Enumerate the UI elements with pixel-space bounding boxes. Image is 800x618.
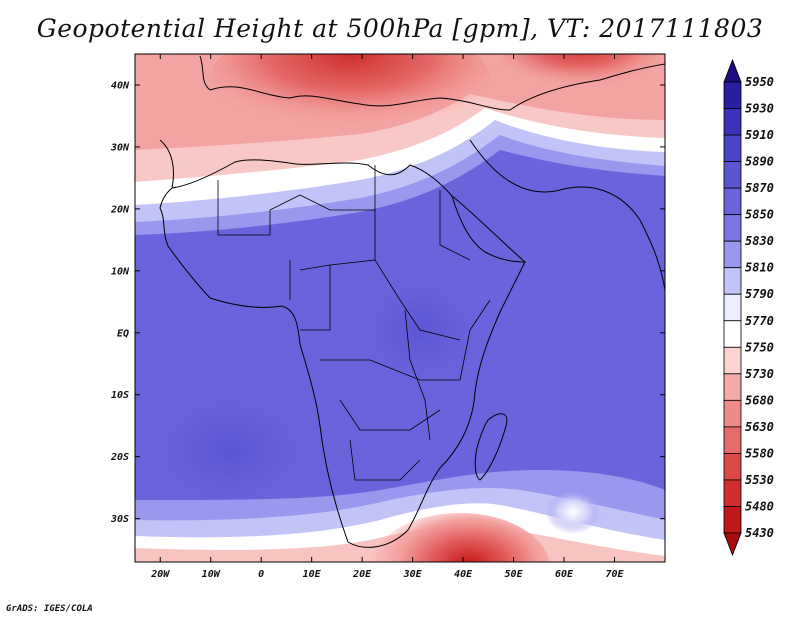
colorbar-level-label: 5580 bbox=[745, 446, 774, 460]
colorbar-level-label: 5790 bbox=[745, 287, 774, 301]
colorbar-level-label: 5930 bbox=[745, 102, 774, 116]
colorbar-swatch bbox=[723, 506, 742, 534]
colorbar-level-label: 5680 bbox=[745, 393, 774, 407]
lat-tick-label: 10N bbox=[111, 266, 130, 277]
lon-tick-label: 20W bbox=[150, 569, 170, 580]
plot-frame bbox=[134, 53, 666, 563]
lon-tick-label: 20E bbox=[352, 569, 372, 580]
colorbar-level-label: 5730 bbox=[745, 367, 774, 381]
colorbar-swatch bbox=[723, 187, 742, 216]
lat-tick-label: 40N bbox=[111, 80, 130, 91]
colorbar-swatch bbox=[723, 453, 742, 481]
lat-tick-label: 20N bbox=[110, 204, 130, 215]
colorbar-swatch bbox=[723, 267, 742, 295]
colorbar-bottom-arrow bbox=[723, 532, 742, 557]
coastline-layer bbox=[159, 55, 665, 548]
colorbar-swatch bbox=[723, 161, 742, 189]
colorbar-level-label: 5950 bbox=[745, 75, 774, 89]
lat-tick-label: 10S bbox=[111, 390, 129, 401]
lat-tick-label: 20S bbox=[110, 452, 129, 463]
colorbar-swatch bbox=[723, 293, 742, 322]
grads-credit: GrADS: IGES/COLA bbox=[6, 604, 93, 614]
colorbar-level-label: 5850 bbox=[745, 208, 774, 222]
colorbar-legend: 5950 5930 5910 5890 5870 5850 5830 5810 5790 5770… bbox=[723, 58, 774, 557]
contour-field bbox=[135, 54, 665, 562]
colorbar-swatch bbox=[723, 81, 742, 109]
colorbar-swatch bbox=[723, 240, 742, 269]
colorbar-level-label: 5810 bbox=[745, 261, 774, 275]
lat-tick-label: EQ bbox=[117, 328, 129, 339]
lat-tick-label: 30S bbox=[110, 514, 129, 525]
colorbar-top-arrow bbox=[723, 58, 742, 83]
lon-tick-label: 30E bbox=[403, 569, 423, 580]
colorbar-swatch bbox=[723, 320, 742, 348]
colorbar-level-label: 5430 bbox=[745, 526, 774, 540]
colorbar-swatch bbox=[723, 479, 742, 507]
colorbar-level-label: 5750 bbox=[745, 340, 774, 354]
lon-tick-label: 10W bbox=[202, 569, 221, 580]
colorbar-swatch bbox=[723, 134, 742, 162]
colorbar-level-label: 5480 bbox=[745, 499, 774, 513]
colorbar-swatch bbox=[723, 373, 742, 401]
colorbar-level-label: 5770 bbox=[745, 314, 774, 328]
colorbar-swatch bbox=[723, 214, 742, 242]
lon-tick-label: 40E bbox=[454, 569, 473, 580]
country-borders bbox=[217, 165, 491, 481]
colorbar-level-label: 5530 bbox=[745, 473, 774, 487]
colorbar-level-label: 5830 bbox=[745, 234, 774, 248]
chart-title: Geopotential Height at 500hPa [gpm], VT:… bbox=[36, 14, 764, 43]
colorbar-level-label: 5890 bbox=[745, 155, 774, 169]
lon-tick-label: 0 bbox=[258, 569, 264, 580]
lon-tick-label: 50E bbox=[505, 569, 524, 580]
colorbar-swatch bbox=[723, 108, 742, 136]
lon-tick-label: 70E bbox=[605, 569, 624, 580]
colorbar-level-label: 5870 bbox=[745, 181, 774, 195]
lat-tick-label: 30N bbox=[110, 142, 130, 153]
colorbar-level-label: 5630 bbox=[745, 420, 774, 434]
lon-tick-label: 10E bbox=[303, 569, 322, 580]
longitude-axis: 20W 10W 0 10E 20E 30E 40E 50E 60E 70E bbox=[150, 54, 625, 580]
latitude-axis: 40N 30N 20N 10N EQ 10S 20S 30S bbox=[110, 80, 665, 525]
colorbar-swatch bbox=[723, 346, 742, 375]
colorbar-level-label: 5910 bbox=[745, 128, 774, 142]
lon-tick-label: 60E bbox=[555, 569, 574, 580]
colorbar-swatch bbox=[723, 426, 742, 454]
colorbar-swatch bbox=[723, 399, 742, 428]
